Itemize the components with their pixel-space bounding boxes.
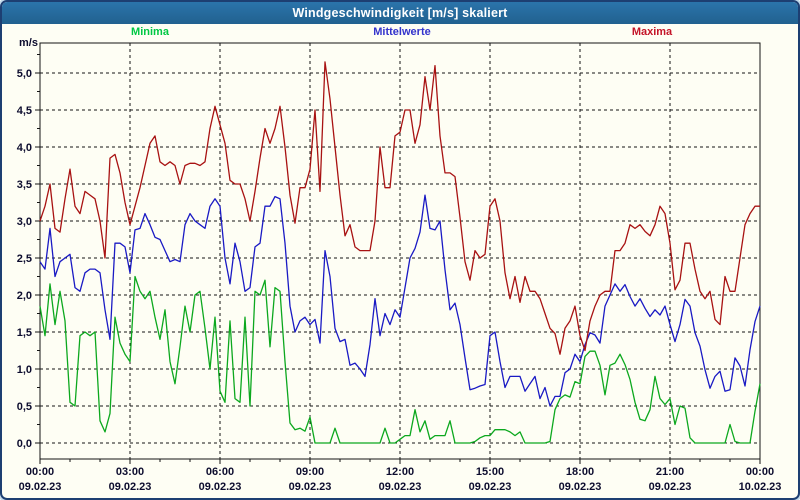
series-minima: [39, 275, 761, 444]
x-tick-time: 06:00: [206, 466, 234, 478]
x-tick-date: 09.02.23: [469, 481, 512, 493]
y-tick-label: 1,0: [17, 364, 32, 376]
y-tick-label: 2,5: [17, 253, 32, 265]
series-maxima: [39, 61, 760, 355]
y-tick-label: 4,5: [17, 105, 32, 117]
legend-minima: Minima: [131, 26, 169, 38]
x-tick-time: 03:00: [116, 466, 144, 478]
x-tick-time: 12:00: [386, 466, 414, 478]
x-tick-time: 15:00: [476, 466, 504, 478]
x-tick-time: 21:00: [656, 466, 684, 478]
x-tick-time: 18:00: [566, 466, 594, 478]
y-tick-label: 3,5: [17, 179, 32, 191]
legend-mittelwerte: Mittelwerte: [373, 26, 431, 38]
x-tick-date: 09.02.23: [649, 481, 692, 493]
x-tick-time: 00:00: [26, 466, 54, 478]
y-axis-unit-label: m/s: [19, 37, 38, 49]
window-title-text: Windgeschwindigkeit [m/s] skaliert: [292, 6, 508, 20]
x-tick-time: 00:00: [746, 466, 774, 478]
y-tick-label: 5,0: [17, 68, 32, 80]
x-tick-date: 09.02.23: [109, 481, 152, 493]
x-tick-date: 09.02.23: [289, 481, 332, 493]
x-tick-time: 09:00: [296, 466, 324, 478]
y-tick-label: 1,5: [17, 327, 32, 339]
series-mittelwerte: [39, 194, 761, 407]
y-tick-label: 0,5: [17, 401, 32, 413]
x-tick-date: 09.02.23: [379, 481, 422, 493]
y-tick-label: 3,0: [17, 216, 32, 228]
x-tick-date: 09.02.23: [19, 481, 62, 493]
y-tick-label: 0,0: [17, 438, 32, 450]
x-tick-date: 10.02.23: [739, 481, 782, 493]
y-tick-label: 2,0: [17, 290, 32, 302]
plot-frame: [39, 42, 761, 460]
legend-maxima: Maxima: [631, 26, 673, 38]
y-tick-label: 4,0: [17, 142, 32, 154]
x-tick-date: 09.02.23: [199, 481, 242, 493]
x-tick-date: 09.02.23: [559, 481, 602, 493]
window-title: Windgeschwindigkeit [m/s] skaliert: [2, 2, 798, 24]
